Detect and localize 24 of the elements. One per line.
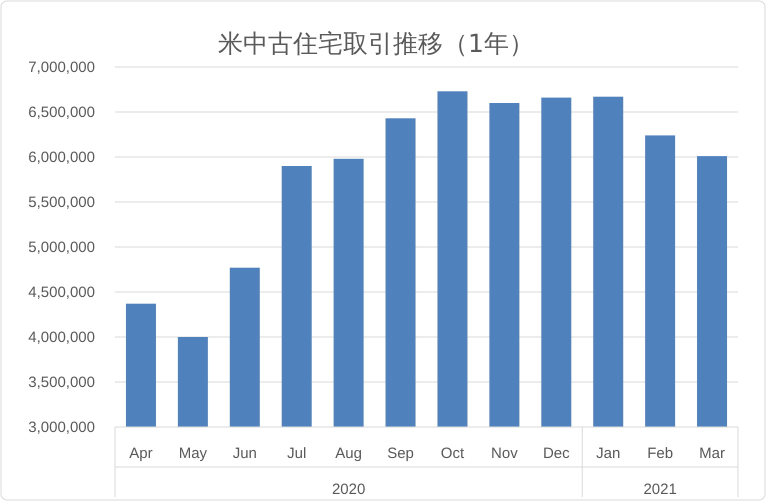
x-tick-label: May [178,445,208,462]
y-tick-label: 4,000,000 [28,329,95,346]
y-tick-label: 3,000,000 [28,419,95,436]
text: 2021 [643,481,677,498]
x-tick-label: Mar [699,445,725,462]
x-tick-label: Dec [542,445,570,462]
y-tick-label: 5,500,000 [28,194,95,211]
x-tick-label: Nov [491,445,518,462]
y-tick-label: 4,500,000 [28,284,95,301]
y-tick-label: 5,000,000 [28,239,95,256]
text: 2020 [332,481,366,498]
x-tick-label: Aug [335,445,362,462]
x-tick-label: Feb [647,445,674,462]
y-tick-label: 7,000,000 [28,59,95,76]
x-tick-label: Jun [232,445,257,462]
x-tick-label: Jan [596,445,620,462]
x-tick-label: Apr [129,445,153,462]
x-tick-label: Oct [440,445,465,462]
chart-title: 米中古住宅取引推移（1年） [218,29,534,58]
x-tick-label: Sep [387,445,414,462]
y-tick-label: 6,000,000 [28,149,95,166]
y-tick-label: 3,500,000 [28,374,95,391]
y-tick-label: 6,500,000 [28,104,95,121]
x-tick-label: Jul [287,445,306,462]
